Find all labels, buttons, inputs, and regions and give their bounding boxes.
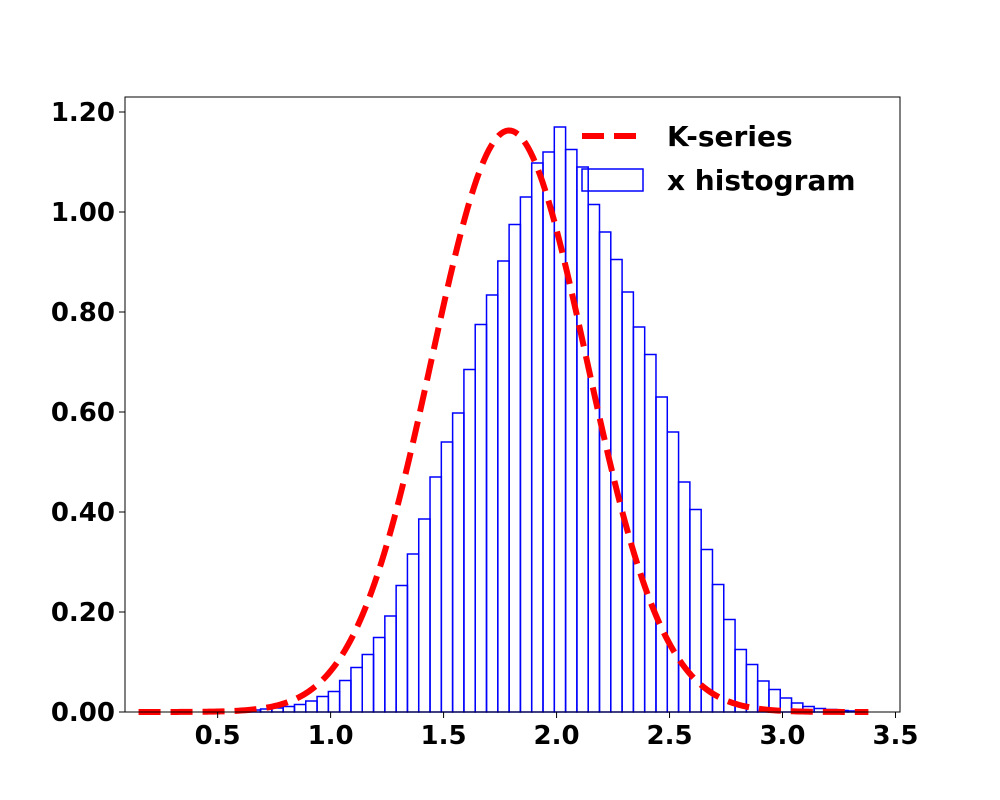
histogram-bar	[497, 260, 510, 713]
x-tick-label: 3.0	[759, 721, 805, 751]
y-axis: 0.00 0.20 0.40 0.60 0.80 1.00 1.20	[51, 98, 125, 728]
histogram-bar	[677, 481, 691, 713]
legend-k-series-label: K-series	[667, 120, 793, 153]
histogram-bar	[485, 294, 499, 713]
histogram-bar	[564, 148, 578, 713]
histogram-bar	[632, 326, 646, 713]
histogram-bar	[305, 700, 318, 713]
histogram-bar	[293, 703, 307, 713]
histogram-bar	[395, 584, 409, 713]
x-tick-label: 0.5	[195, 721, 241, 751]
histogram-bar	[451, 412, 465, 713]
y-tick-label: 0.60	[51, 398, 115, 428]
histogram-bar	[384, 615, 397, 713]
histogram-bar	[429, 476, 443, 713]
y-tick-label: 0.40	[51, 498, 115, 528]
histogram-bar	[463, 368, 476, 713]
histogram-bar	[440, 441, 454, 713]
histogram-bar	[316, 695, 330, 713]
x-tick-label: 1.5	[421, 721, 467, 751]
y-tick-label: 1.00	[51, 198, 115, 228]
histogram-bar	[361, 653, 375, 713]
legend-histogram-swatch	[581, 168, 644, 192]
histogram-bar	[553, 126, 567, 713]
x-tick-label: 2.0	[534, 721, 580, 751]
histogram-bar	[282, 705, 296, 713]
y-tick-label: 0.00	[51, 698, 115, 728]
histogram-bar	[542, 151, 556, 713]
histogram-bar	[576, 166, 589, 713]
histogram-bar	[779, 697, 793, 713]
histogram-bar	[372, 636, 386, 713]
histogram-bar	[689, 508, 702, 713]
plot-area-frame	[124, 96, 901, 713]
histogram-bar	[598, 231, 612, 713]
legend: K-series x histogram	[581, 120, 856, 197]
y-tick-label: 1.20	[51, 98, 115, 128]
histogram-bar	[350, 666, 364, 713]
x-axis: 0.5 1.0 1.5 2.0 2.5 3.0 3.5	[195, 712, 919, 751]
x-tick-label: 1.0	[308, 721, 354, 751]
histogram-bar	[723, 618, 736, 713]
histogram-bar	[655, 396, 669, 713]
histogram-bar	[587, 203, 601, 713]
x-tick-label: 2.5	[647, 721, 693, 751]
legend-histogram-label: x histogram	[667, 164, 856, 197]
histogram-bar	[508, 223, 522, 713]
x-tick-label: 3.5	[872, 721, 918, 751]
histogram-bar	[666, 431, 680, 713]
y-tick-label: 0.80	[51, 298, 115, 328]
histogram-bar	[621, 291, 635, 713]
histogram-bar	[530, 162, 544, 713]
histogram-bar	[474, 323, 488, 713]
histogram-bar	[406, 553, 420, 713]
k-series-line	[138, 127, 869, 715]
histogram-bar	[519, 196, 533, 713]
histogram-bar	[338, 679, 352, 713]
histogram-bar	[643, 353, 657, 713]
histogram-bars	[237, 126, 861, 713]
histogram-bar	[327, 690, 341, 713]
histogram-bar	[417, 518, 431, 713]
y-tick-label: 0.20	[51, 598, 115, 628]
